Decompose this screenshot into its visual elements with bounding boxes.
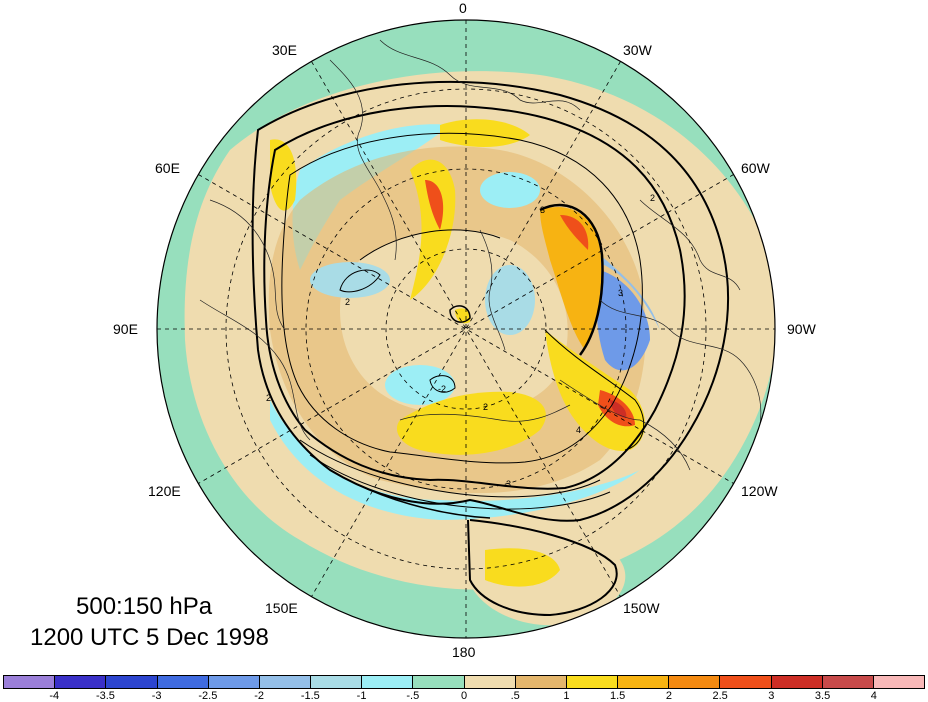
colorbar-label: .5	[510, 690, 520, 702]
colorbar-label: 1.5	[610, 690, 626, 702]
contour-label: 2	[650, 193, 656, 203]
colorbar-label: 4	[870, 690, 877, 702]
lon-label-30w: 30W	[623, 42, 652, 58]
colorbar-swatch	[311, 676, 363, 688]
colorbar-swatch	[362, 676, 414, 688]
colorbar	[3, 675, 925, 689]
colorbar-label: -1.5	[300, 690, 320, 702]
colorbar-swatch	[4, 676, 56, 688]
colorbar-label: -3	[151, 690, 162, 702]
colorbar-swatch	[618, 676, 670, 688]
contour-label: -2	[438, 384, 447, 394]
contour-label: 2	[345, 297, 351, 307]
lon-label-90w: 90W	[787, 321, 816, 337]
lon-label-120e: 120E	[148, 483, 181, 499]
contour-label: 3	[540, 205, 546, 215]
colorbar-swatch	[208, 676, 260, 688]
colorbar-label: -.5	[406, 690, 420, 702]
colorbar-swatch	[55, 676, 107, 688]
map-boundary	[156, 19, 776, 639]
colorbar-swatch	[413, 676, 465, 688]
colorbar-swatch	[720, 676, 772, 688]
colorbar-label: 3.5	[814, 690, 831, 702]
contour-label: 2	[266, 393, 272, 403]
colorbar-swatch	[106, 676, 158, 688]
lon-label-150w: 150W	[623, 600, 660, 616]
colorbar-label: 1	[563, 690, 570, 702]
colorbar-label: -2	[254, 690, 264, 702]
contour-label: 2	[483, 402, 489, 412]
colorbar-label: -2.5	[198, 690, 218, 702]
lon-label-60e: 60E	[155, 160, 180, 176]
contour-label: 3	[506, 479, 512, 489]
colorbar-label: -3.5	[95, 690, 115, 702]
lon-label-60w: 60W	[741, 160, 770, 176]
colorbar-swatch	[771, 676, 823, 688]
colorbar-label: 0	[460, 690, 468, 702]
colorbar-swatch	[515, 676, 567, 688]
colorbar-label: -4	[49, 690, 60, 702]
lon-label-30e: 30E	[272, 42, 297, 58]
lon-label-90e: 90E	[113, 321, 138, 337]
level-text: 500:150 hPa	[76, 593, 213, 620]
colorbar-label: 3	[768, 690, 775, 702]
colorbar-swatch	[464, 676, 516, 688]
contours	[251, 80, 730, 617]
graticule	[157, 20, 775, 638]
colorbar-label: -1	[356, 690, 367, 702]
lon-label-120w: 120W	[741, 483, 778, 499]
colorbar-swatch	[259, 676, 312, 688]
time-text: 1200 UTC 5 Dec 1998	[30, 624, 269, 651]
contour-label: 4	[576, 425, 582, 435]
colorbar-swatch	[566, 676, 619, 688]
contour-label: 3	[618, 288, 624, 298]
lon-label-180: 180	[452, 644, 476, 660]
lon-label-0: 0	[459, 0, 467, 16]
colorbar-swatch	[822, 676, 874, 688]
colorbar-swatch	[669, 676, 721, 688]
colorbar-label: 2	[665, 690, 672, 702]
lon-label-150e: 150E	[265, 600, 298, 616]
shaded-field	[157, 20, 775, 638]
colorbar-label: 2.5	[712, 690, 728, 702]
colorbar-swatch	[157, 676, 209, 688]
colorbar-swatch	[873, 676, 925, 688]
coastlines	[199, 39, 762, 471]
